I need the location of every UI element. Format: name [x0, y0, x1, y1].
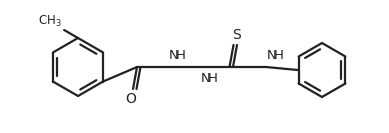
Text: N: N [201, 72, 211, 85]
Text: O: O [126, 92, 137, 106]
Text: N: N [169, 49, 179, 62]
Text: CH$_3$: CH$_3$ [39, 14, 62, 29]
Text: H: H [176, 49, 186, 62]
Text: H: H [208, 72, 218, 85]
Text: N: N [267, 49, 277, 62]
Text: S: S [233, 28, 242, 42]
Text: H: H [274, 49, 284, 62]
